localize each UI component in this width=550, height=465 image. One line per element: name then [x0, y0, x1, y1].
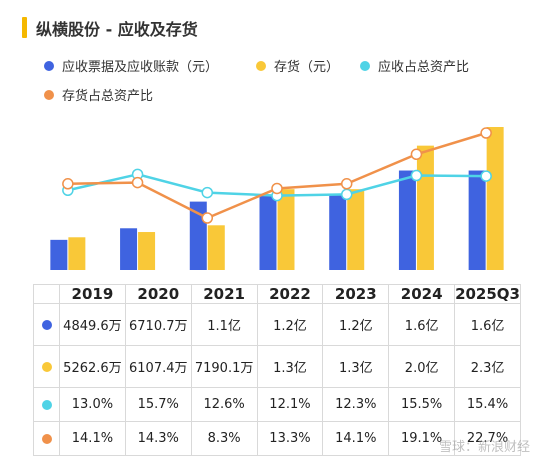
table-cell: 1.3亿 [256, 345, 324, 389]
inventory-bar [486, 127, 504, 270]
legend-label-inventory: 存货（元） [274, 60, 340, 75]
table-header-cell: 2021 [190, 284, 258, 304]
table-row-marker [33, 421, 60, 456]
inventory-bar [347, 189, 365, 270]
inventory-bar [138, 232, 156, 270]
table-cell: 12.3% [322, 387, 390, 423]
legend-item-receivables: 应收票据及应收账款（元） [44, 56, 218, 75]
table-cell: 15.4% [454, 387, 521, 423]
table-cell: 7190.1万 [190, 345, 258, 389]
table-row-marker [33, 387, 60, 423]
inventory-bar [68, 237, 86, 270]
legend-marker-receivables [44, 60, 54, 71]
inventory-ratio-point [480, 127, 492, 139]
legend-item-inventory-ratio: 存货占总资产比 [44, 85, 153, 104]
table-cell: 14.3% [124, 421, 192, 456]
table-cell: 1.6亿 [454, 302, 521, 347]
receivables-bar [189, 201, 207, 270]
table-cell: 22.7% [454, 421, 521, 456]
data-table: 2019 2020 2021 2022 2023 2024 2025Q3 484… [33, 284, 521, 456]
table-cell: 1.2亿 [322, 302, 390, 347]
table-cell: 1.3亿 [322, 345, 390, 389]
legend-label-receivables-ratio: 应收占总资产比 [378, 60, 470, 75]
inventory-ratio-point [340, 178, 353, 190]
receivables-bar [329, 195, 347, 270]
receivables-bar [468, 170, 486, 270]
table-cell: 13.3% [256, 421, 324, 456]
watermark: 雪球：新浪财经 [438, 440, 530, 455]
table-cell: 1.1亿 [190, 302, 258, 347]
table-header-cell: 2019 [59, 284, 126, 304]
table-cell: 14.1% [322, 421, 390, 456]
receivables-bar [398, 170, 416, 270]
inventory-ratio-point [62, 178, 74, 190]
chart-plot [50, 127, 504, 270]
table-row-inventory: 5262.6万 6107.4万 7190.1万 1.3亿 1.3亿 2.0亿 2… [33, 345, 521, 389]
table-header-row: 2019 2020 2021 2022 2023 2024 2025Q3 [33, 284, 521, 304]
table-header-cell: 2024 [388, 284, 456, 304]
receivables-ratio-point [201, 186, 214, 199]
receivables-bar [120, 228, 138, 270]
legend-marker-inventory-ratio [44, 89, 54, 100]
title-accent-bar [22, 17, 27, 38]
receivables-ratio-point [340, 188, 353, 201]
table-cell: 8.3% [190, 421, 258, 456]
table-cell: 13.0% [59, 387, 126, 423]
table-row-receivables: 4849.6万 6710.7万 1.1亿 1.2亿 1.2亿 1.6亿 1.6亿 [33, 302, 521, 347]
legend-label-receivables: 应收票据及应收账款（元） [62, 60, 219, 75]
table-cell: 12.1% [256, 387, 324, 423]
inventory-ratio-marker-icon [41, 433, 52, 444]
receivables-ratio-point [410, 169, 423, 182]
table-header-cell: 2022 [256, 284, 324, 304]
table-header-cell: 2023 [322, 284, 390, 304]
receivables-ratio-point [480, 170, 492, 182]
table-row-marker [33, 302, 60, 347]
table-cell: 5262.6万 [59, 345, 126, 389]
legend-label-inventory-ratio: 存货占总资产比 [62, 89, 154, 104]
table-corner [33, 284, 60, 304]
table-row-receivables-ratio: 13.0% 15.7% 12.6% 12.1% 12.3% 15.5% 15.4… [33, 387, 521, 423]
inventory-ratio-point [271, 182, 283, 195]
inventory-marker-icon [41, 361, 52, 372]
chart-title: 纵横股份 - 应收及存货 [36, 20, 198, 39]
table-cell: 6710.7万 [124, 302, 192, 347]
legend-item-receivables-ratio: 应收占总资产比 [360, 56, 469, 75]
receivables-bar [50, 239, 68, 270]
table-header-cell: 2020 [124, 284, 192, 304]
table-cell: 1.2亿 [256, 302, 324, 347]
receivables-bar [259, 195, 277, 270]
inventory-ratio-point [410, 148, 423, 160]
receivables-marker-icon [41, 319, 52, 330]
table-cell: 14.1% [59, 421, 126, 456]
inventory-bar [207, 225, 225, 270]
legend-marker-receivables-ratio [360, 60, 370, 71]
legend-marker-inventory [256, 60, 266, 71]
legend-item-inventory: 存货（元） [256, 56, 339, 75]
table-cell: 12.6% [190, 387, 258, 423]
table-cell: 4849.6万 [59, 302, 126, 347]
inventory-ratio-point [131, 176, 144, 189]
table-cell: 6107.4万 [124, 345, 192, 389]
table-cell: 19.1% [388, 421, 456, 456]
inventory-ratio-point [201, 212, 214, 224]
table-cell: 15.5% [388, 387, 456, 423]
table-row-marker [33, 345, 60, 389]
table-cell: 2.3亿 [454, 345, 521, 389]
table-cell: 2.0亿 [388, 345, 456, 389]
table-cell: 15.7% [124, 387, 192, 423]
inventory-bar [416, 145, 434, 270]
table-cell: 1.6亿 [388, 302, 456, 347]
inventory-bar [277, 189, 295, 270]
table-header-cell: 2025Q3 [454, 284, 521, 304]
receivables-ratio-marker-icon [41, 399, 52, 410]
table-row-inventory-ratio: 14.1% 14.3% 8.3% 13.3% 14.1% 19.1% 22.7% [33, 421, 521, 456]
